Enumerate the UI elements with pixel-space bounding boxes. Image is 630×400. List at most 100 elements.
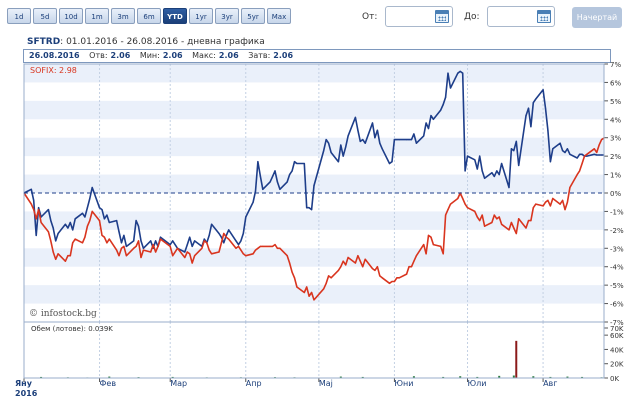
range-button-1d[interactable]: 1d [7, 8, 31, 24]
data-point-sofix [211, 253, 213, 255]
range-button-5yr[interactable]: 5yr [241, 8, 265, 24]
data-point-sftrd [342, 155, 344, 157]
data-point-sftrd [120, 242, 123, 244]
data-point-sftrd [406, 139, 408, 141]
volume-bar [339, 376, 342, 378]
data-point-sofix [410, 266, 413, 268]
y-tick-label: 3% [610, 135, 621, 143]
data-point-sofix [120, 247, 123, 249]
data-point-sftrd [498, 174, 500, 176]
data-point-sofix [269, 245, 271, 247]
data-point-sofix [245, 255, 247, 257]
data-point-sftrd [35, 234, 37, 236]
data-point-sofix [547, 199, 549, 201]
data-point-sftrd [306, 207, 308, 209]
data-point-sofix [176, 247, 179, 249]
data-point-sftrd [564, 151, 566, 154]
data-point-sftrd [106, 214, 108, 216]
data-point-sftrd [340, 144, 342, 146]
y-tick-label: 4% [610, 116, 621, 124]
to-calendar-icon[interactable] [537, 10, 551, 23]
data-point-sofix [33, 209, 35, 211]
min-value: 2.06 [162, 51, 183, 60]
data-point-sofix [186, 251, 188, 253]
data-point-sofix [559, 203, 561, 205]
y-tick-label: 1% [610, 172, 621, 180]
data-point-sftrd [525, 115, 527, 117]
range-button-6m[interactable]: 6m [137, 8, 161, 24]
data-point-sftrd [430, 115, 432, 117]
data-point-sofix [152, 244, 154, 246]
data-point-sofix [583, 155, 586, 157]
data-point-sofix [491, 221, 493, 224]
max-value: 2.06 [218, 51, 239, 60]
data-point-sofix [74, 238, 76, 240]
data-point-sofix [325, 282, 327, 284]
data-point-sofix [579, 170, 581, 172]
from-label: От: [362, 12, 378, 22]
data-point-sofix [513, 227, 515, 229]
data-point-sftrd [359, 140, 361, 142]
symbol-label: SFTRD [27, 37, 61, 47]
range-button-max[interactable]: Max [267, 8, 291, 24]
data-point-sofix [235, 247, 237, 249]
data-point-sofix [313, 299, 315, 301]
data-point-sftrd [211, 223, 213, 225]
data-point-sofix [388, 282, 391, 284]
data-point-sofix [374, 269, 376, 271]
data-point-sftrd [150, 240, 152, 242]
range-button-3yr[interactable]: 3yr [215, 8, 239, 24]
data-point-sofix [257, 247, 259, 249]
data-point-sftrd [189, 236, 191, 238]
data-point-sofix [293, 277, 296, 279]
data-point-sftrd [379, 142, 381, 144]
x-year-label: 2016 [15, 389, 38, 398]
draw-button[interactable]: Начертай [572, 7, 622, 28]
data-point-sofix [272, 245, 274, 247]
data-point-sofix [218, 251, 220, 253]
volume-bar [459, 376, 462, 378]
data-point-sftrd [586, 155, 588, 157]
range-button-ytd[interactable]: YTD [163, 8, 187, 24]
volume-bar [442, 376, 445, 378]
data-point-sftrd [55, 240, 57, 242]
data-point-sofix [345, 264, 347, 266]
data-point-sofix [81, 242, 84, 244]
volume-frame [23, 321, 605, 379]
data-point-sofix [191, 262, 193, 264]
from-calendar-icon[interactable] [435, 10, 449, 23]
data-point-sftrd [72, 229, 74, 231]
range-button-5d[interactable]: 5d [33, 8, 57, 24]
volume-label: Обем (лотове): 0.039K [31, 325, 113, 333]
data-point-sofix [406, 273, 408, 275]
y-tick-label: 5% [610, 98, 621, 106]
range-button-10d[interactable]: 10d [59, 8, 83, 24]
data-point-sftrd [254, 190, 257, 192]
range-button-3m[interactable]: 3m [111, 8, 135, 24]
data-point-sofix [379, 275, 381, 277]
data-point-sofix [35, 218, 37, 220]
data-point-sftrd [391, 161, 393, 163]
range-button-1yr[interactable]: 1yr [189, 8, 213, 24]
data-point-sofix [330, 277, 332, 279]
data-point-sftrd [445, 96, 447, 98]
data-point-sftrd [388, 162, 391, 165]
data-point-sftrd [535, 98, 537, 100]
data-point-sofix [123, 245, 125, 247]
data-point-sftrd [269, 181, 271, 183]
volume-bar [361, 376, 364, 378]
data-point-sftrd [118, 231, 120, 233]
data-point-sofix [201, 247, 203, 249]
data-point-sofix [527, 220, 530, 222]
data-point-sofix [484, 225, 486, 227]
data-point-sofix [142, 249, 144, 251]
data-point-sofix [357, 255, 359, 257]
volume-y-tick-label: 20K [610, 361, 624, 369]
data-point-sftrd [518, 164, 520, 166]
data-point-sofix [52, 251, 54, 253]
data-point-sftrd [218, 232, 220, 235]
range-button-1m[interactable]: 1m [85, 8, 109, 24]
data-point-sftrd [137, 225, 140, 227]
data-point-sftrd [413, 133, 415, 135]
data-point-sftrd [347, 135, 349, 137]
